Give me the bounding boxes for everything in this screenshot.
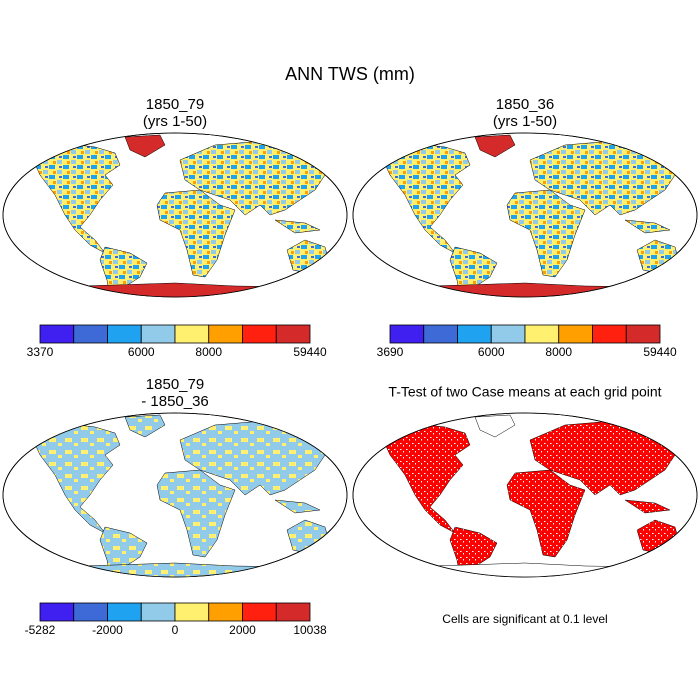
panel-title: - 1850_36 [141, 393, 209, 410]
map-panel [352, 132, 698, 305]
map-panel [2, 412, 348, 585]
colorbar-label: 10038 [293, 623, 327, 637]
colorbar-box [208, 324, 243, 344]
colorbar-box [389, 324, 425, 344]
colorbar-box [39, 602, 75, 622]
colorbar-box [39, 324, 75, 344]
colorbar-label: -5282 [25, 623, 56, 637]
colorbar-label: 3370 [27, 345, 54, 359]
colorbar-label: 59440 [293, 345, 327, 359]
colorbar-box [457, 324, 492, 344]
colorbar-box [275, 324, 311, 344]
panel-title: (yrs 1-50) [143, 113, 207, 130]
colorbar-box [242, 324, 277, 344]
panel-title: 1850_79 [146, 96, 204, 113]
colorbar-box [423, 324, 458, 344]
colorbar-label: 3690 [377, 345, 404, 359]
colorbar-box [107, 602, 142, 622]
colorbar-box [73, 324, 108, 344]
colorbar-box [524, 324, 560, 344]
panel-title: (yrs 1-50) [493, 113, 557, 130]
colorbar-box [174, 602, 210, 622]
colorbar-box [73, 602, 108, 622]
colorbar-label: 0 [172, 623, 179, 637]
colorbar-label: 8000 [545, 345, 572, 359]
colorbar-label: 6000 [128, 345, 155, 359]
colorbar-label: 8000 [195, 345, 222, 359]
colorbar-label: 59440 [643, 345, 677, 359]
colorbar-label: 6000 [478, 345, 505, 359]
panel-note: Cells are significant at 0.1 level [442, 612, 607, 626]
colorbar-box [140, 602, 176, 622]
colorbar-box [275, 602, 311, 622]
panel-title: T-Test of two Case means at each grid po… [388, 384, 661, 400]
colorbar-box [625, 324, 661, 344]
colorbar-box [208, 602, 243, 622]
panel-title: 1850_36 [496, 96, 554, 113]
colorbar-box [107, 324, 142, 344]
colorbar-box [558, 324, 593, 344]
colorbar-box [490, 324, 526, 344]
colorbar-box [140, 324, 176, 344]
colorbar-box [242, 602, 277, 622]
map-panel [2, 132, 348, 305]
colorbar-box [174, 324, 210, 344]
figure-title: ANN TWS (mm) [285, 64, 415, 84]
colorbar-label: 2000 [229, 623, 256, 637]
colorbar-label: -2000 [92, 623, 123, 637]
map-panel [352, 412, 698, 585]
colorbar-box [592, 324, 627, 344]
panel-title: 1850_79 [146, 376, 204, 393]
